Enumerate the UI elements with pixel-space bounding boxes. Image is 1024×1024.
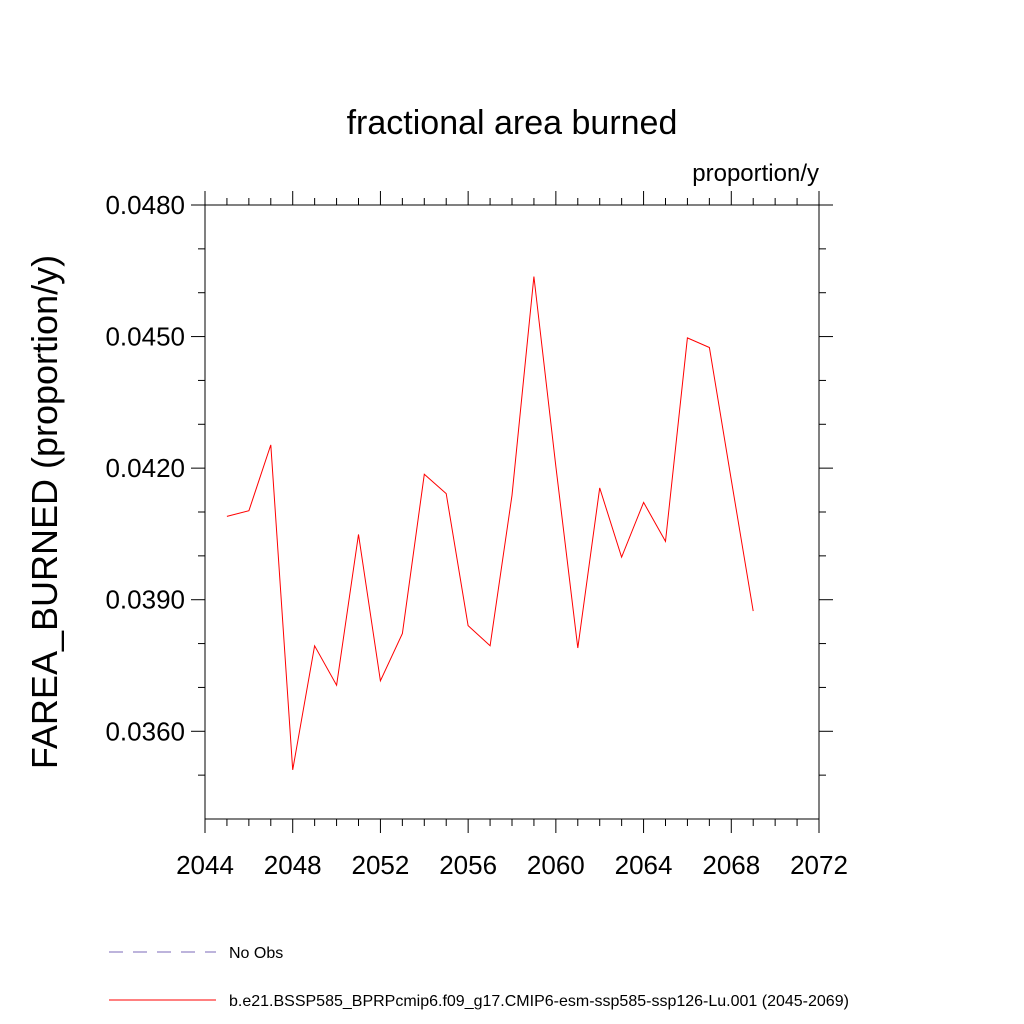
data-point (466, 624, 470, 628)
x-tick-label: 2048 (264, 850, 322, 880)
data-point (664, 539, 668, 543)
data-point (422, 472, 426, 476)
x-tick-label: 2060 (527, 850, 585, 880)
data-point (488, 644, 492, 648)
data-point (510, 493, 514, 497)
data-point (247, 509, 251, 513)
x-tick-label: 2068 (702, 850, 760, 880)
data-point (313, 644, 317, 648)
data-point (357, 532, 361, 536)
y-tick-label: 0.0390 (105, 585, 185, 615)
data-point (685, 336, 689, 340)
x-tick-label: 2044 (176, 850, 234, 880)
y-tick-label: 0.0450 (105, 322, 185, 352)
data-point (707, 346, 711, 350)
plot-frame (204, 204, 820, 820)
legend-label: b.e21.BSSP585_BPRPcmip6.f09_g17.CMIP6-es… (229, 993, 849, 1010)
y-tick-label: 0.0420 (105, 453, 185, 483)
data-point (751, 609, 755, 613)
data-point (576, 646, 580, 650)
chart-title: fractional area burned (347, 104, 678, 142)
x-tick-label: 2064 (615, 850, 673, 880)
data-point (729, 478, 733, 482)
series-line-1 (226, 276, 754, 770)
y-tick-labels: 0.0360 0.0390 0.0420 0.0450 0.0480 (105, 190, 185, 746)
axis-ticks (191, 191, 833, 833)
x-tick-label: 2056 (439, 850, 497, 880)
data-point (554, 465, 558, 469)
x-tick-labels: 2044 2048 2052 2056 2060 2064 2068 2072 (176, 850, 848, 880)
x-tick-label: 2052 (352, 850, 410, 880)
units-label: proportion/y (692, 160, 819, 187)
x-tick-label: 2072 (790, 850, 848, 880)
data-point (642, 500, 646, 504)
data-point (598, 486, 602, 490)
data-point (291, 768, 295, 772)
data-point (225, 514, 229, 518)
data-point (378, 679, 382, 683)
data-point (444, 492, 448, 496)
legend: No Obs b.e21.BSSP585_BPRPcmip6.f09_g17.CM… (109, 945, 849, 1010)
data-point (400, 631, 404, 635)
legend-label: No Obs (229, 945, 283, 962)
data-point (335, 683, 339, 687)
data-point (269, 443, 273, 447)
y-tick-label: 0.0360 (105, 716, 185, 746)
y-axis-label: FAREA_BURNED (proportion/y) (24, 255, 65, 769)
series-layer (225, 274, 755, 772)
data-point (620, 555, 624, 559)
data-point (532, 274, 536, 278)
y-tick-label: 0.0480 (105, 190, 185, 220)
